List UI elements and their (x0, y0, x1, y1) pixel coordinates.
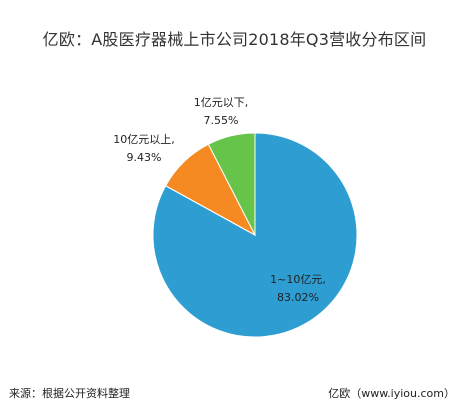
slice-label: 10亿元以上, (113, 133, 175, 146)
pie-slices (152, 132, 358, 338)
slice-label: 1亿元以下, (194, 96, 249, 109)
brand-watermark: 亿欧（www.iyiou.com） (328, 387, 455, 400)
source-note: 来源：根据公开资料整理 (9, 387, 130, 400)
pie-labels: 1~10亿元, 83.02% 10亿元以上, 9.43% 1亿元以下, 7.55% (113, 96, 326, 304)
slice-below-1-yi (207, 132, 256, 236)
chart-title: 亿欧：A股医疗器械上市公司2018年Q3营收分布区间 (42, 30, 427, 49)
slice-percent-label: 83.02% (277, 291, 319, 304)
slice-percent-label: 7.55% (204, 114, 239, 127)
slice-percent-label: 9.43% (127, 151, 162, 164)
slice-1-10-yi (152, 132, 358, 338)
slice-label: 1~10亿元, (270, 273, 326, 286)
